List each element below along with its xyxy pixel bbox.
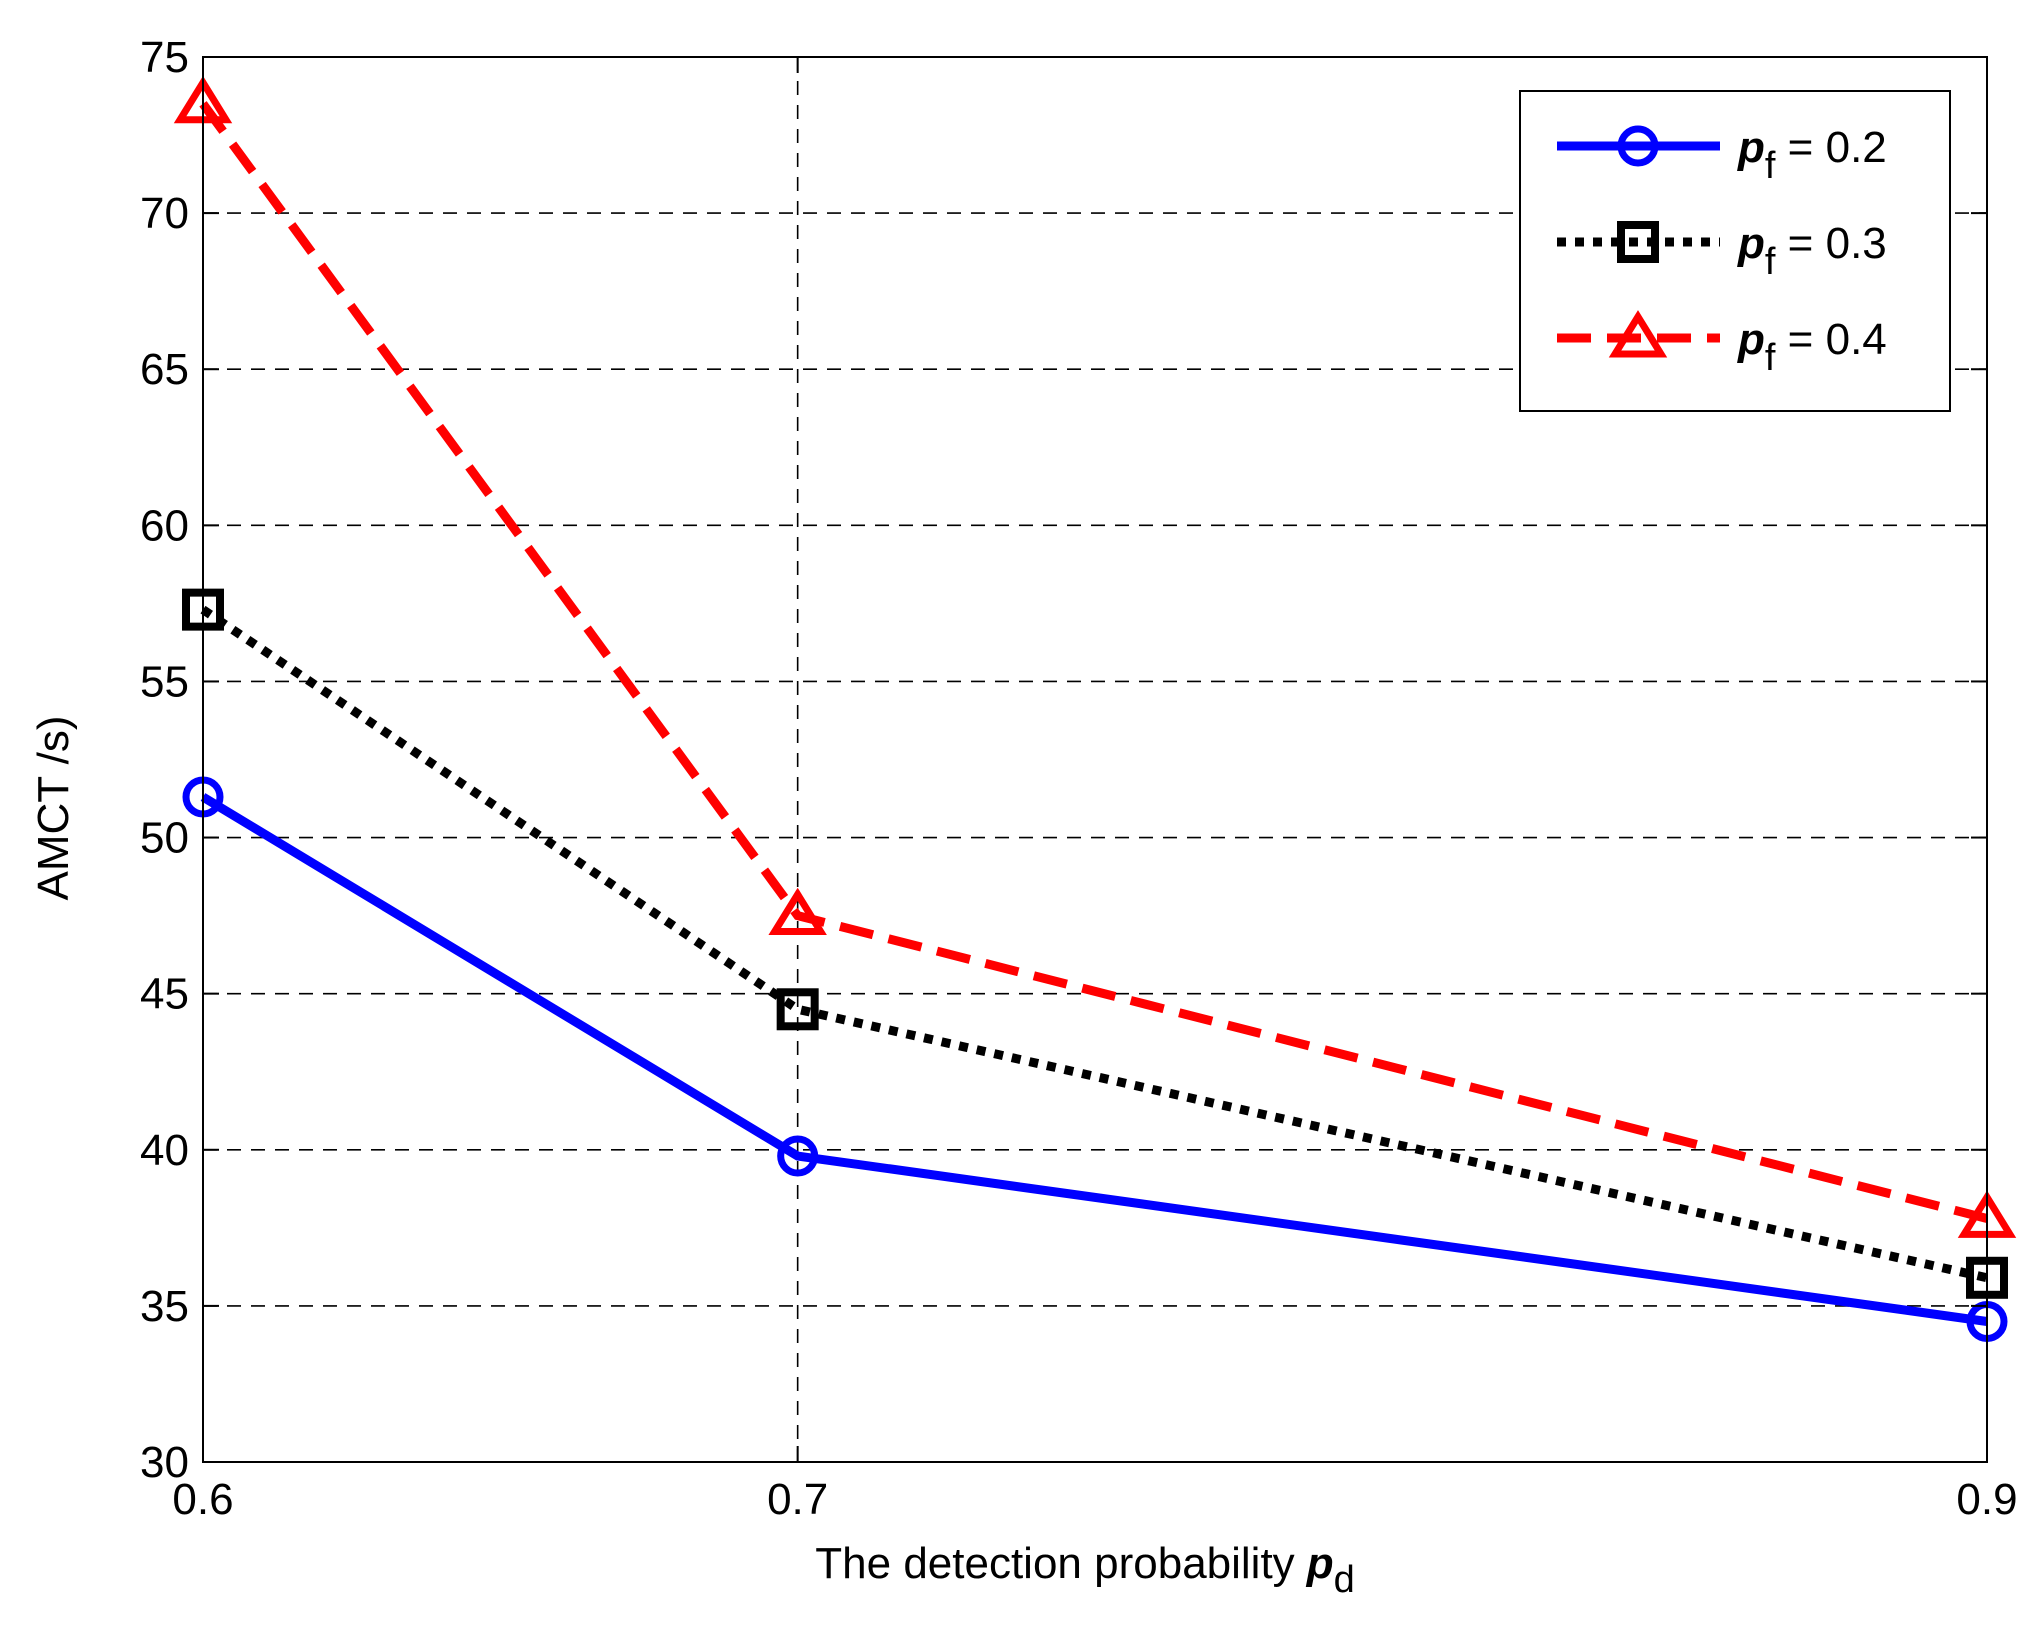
x-axis-label-symbol: p bbox=[1306, 1539, 1334, 1588]
grid-lines bbox=[203, 57, 1987, 1462]
legend-label-symbol: p bbox=[1737, 315, 1765, 364]
x-tick-label: 0.6 bbox=[172, 1475, 233, 1524]
legend: pf = 0.2pf = 0.3pf = 0.4 bbox=[1519, 90, 1951, 412]
legend-label: pf = 0.4 bbox=[1737, 315, 1887, 379]
y-axis-label: AMCT /s) bbox=[29, 716, 78, 901]
legend-marker bbox=[1617, 125, 1659, 167]
legend-entry-2: pf = 0.3 bbox=[1557, 219, 1887, 283]
legend-entry-1: pf = 0.2 bbox=[1557, 123, 1887, 187]
legend-label: pf = 0.3 bbox=[1737, 219, 1887, 283]
legend-marker bbox=[1608, 310, 1668, 358]
data-point-marker bbox=[768, 887, 827, 936]
tick-labels: 30 35 40 45 50 55 60 65 70 75 0.6 0.7 0.9 bbox=[140, 33, 2018, 1524]
y-tick-label: 50 bbox=[140, 814, 189, 863]
y-tick-label: 70 bbox=[140, 189, 189, 238]
y-tick-label: 35 bbox=[140, 1282, 189, 1331]
y-tick-label: 40 bbox=[140, 1126, 189, 1175]
y-tick-label: 75 bbox=[140, 33, 189, 82]
y-tick-label: 65 bbox=[140, 345, 189, 394]
legend-label-value: = 0.3 bbox=[1775, 219, 1886, 268]
legend-label-subscript: f bbox=[1765, 145, 1776, 187]
legend-label-value: = 0.2 bbox=[1775, 123, 1886, 172]
legend-label: pf = 0.2 bbox=[1737, 123, 1887, 187]
legend-entry-3: pf = 0.4 bbox=[1557, 310, 1887, 379]
x-tick-label: 0.7 bbox=[767, 1475, 828, 1524]
x-axis-label-subscript: d bbox=[1334, 1559, 1355, 1601]
data-point-marker bbox=[777, 1135, 819, 1177]
x-tick-label: 0.9 bbox=[1956, 1475, 2017, 1524]
y-tick-label: 30 bbox=[140, 1438, 189, 1487]
y-tick-label: 55 bbox=[140, 657, 189, 706]
legend-marker bbox=[1617, 221, 1659, 263]
legend-label-symbol: p bbox=[1737, 219, 1765, 268]
legend-label-subscript: f bbox=[1765, 337, 1776, 379]
data-point-marker bbox=[776, 988, 819, 1031]
y-tick-label: 60 bbox=[140, 501, 189, 550]
legend-label-value: = 0.4 bbox=[1775, 315, 1886, 364]
axis-labels: AMCT /s) The detection probability pd bbox=[29, 716, 1355, 1601]
x-axis-label: The detection probability pd bbox=[815, 1539, 1354, 1601]
axes bbox=[202, 56, 1988, 1463]
axes-box bbox=[202, 56, 1988, 1463]
series-line bbox=[200, 605, 1988, 1283]
series-line bbox=[199, 101, 1989, 1223]
x-axis-label-text: The detection probability bbox=[815, 1539, 1294, 1588]
series-line bbox=[200, 793, 1988, 1326]
legend-label-subscript: f bbox=[1765, 241, 1776, 283]
y-tick-label: 45 bbox=[140, 970, 189, 1019]
legend-label-symbol: p bbox=[1737, 123, 1765, 172]
